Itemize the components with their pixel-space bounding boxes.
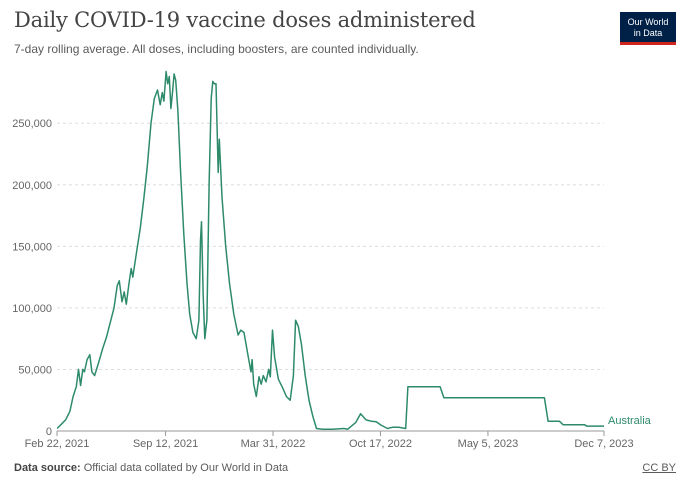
x-tick-label: May 5, 2023 [458,438,519,450]
owid-logo[interactable]: Our World in Data [620,12,676,45]
y-tick-label: 100,000 [12,303,52,315]
y-tick-label: 250,000 [12,118,52,130]
y-tick-label: 50,000 [18,364,52,376]
data-source-text: Official data collated by Our World in D… [83,462,289,474]
x-tick-label: Mar 31, 2022 [241,438,306,450]
x-tick-label: Dec 7, 2023 [574,438,633,450]
chart-subtitle: 7-day rolling average. All doses, includ… [14,42,419,56]
logo-line-2: in Data [633,28,663,38]
y-tick-label: 200,000 [12,180,52,192]
data-source: Data source: Official data collated by O… [14,462,288,474]
series-line-australia [57,70,604,430]
series-label: Australia [608,415,652,427]
x-tick-label: Feb 22, 2021 [25,438,90,450]
x-tick-label: Oct 17, 2022 [349,438,412,450]
chart-title: Daily COVID-19 vaccine doses administere… [14,8,476,32]
y-tick-label: 150,000 [12,241,52,253]
logo-line-1: Our World [627,17,669,27]
data-source-label: Data source: [14,462,81,474]
license-link[interactable]: CC BY [642,462,676,474]
x-tick-label: Sep 12, 2021 [133,438,198,450]
y-tick-label: 0 [46,426,52,438]
